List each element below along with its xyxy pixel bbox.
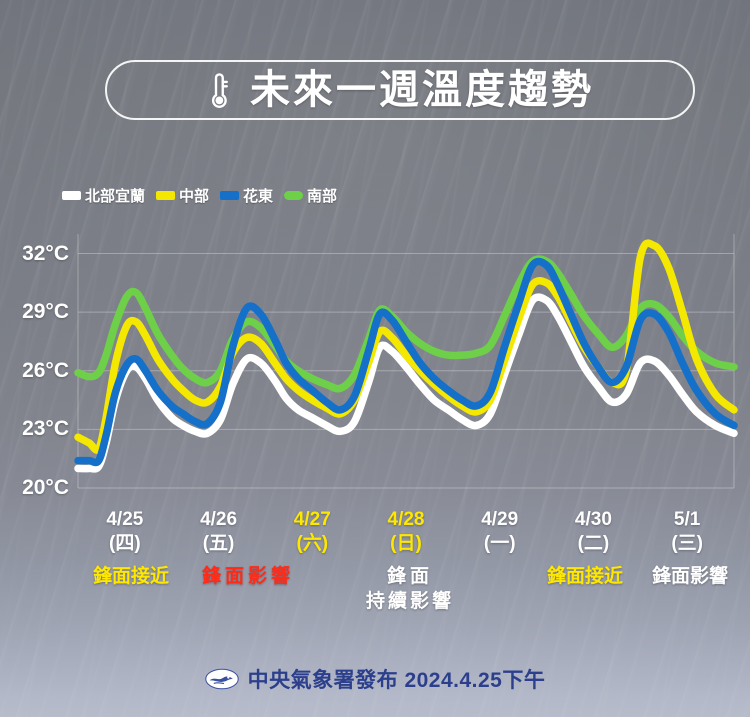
legend-item-south: 南部 — [284, 185, 337, 206]
legend-label: 南部 — [307, 187, 338, 205]
legend-label: 中部 — [179, 187, 210, 205]
legend-label: 北部宜蘭 — [85, 187, 146, 205]
footer-text: 中央氣象署發布 2024.4.25下午 — [247, 669, 546, 692]
legend-item-central: 中部 — [156, 185, 209, 206]
thermometer-icon — [211, 73, 228, 108]
title-pill: 未來一週溫度趨勢 — [105, 60, 695, 120]
legend-swatch-icon — [284, 190, 304, 200]
legend-label: 花東 — [243, 187, 274, 205]
legend-swatch-icon — [156, 190, 176, 200]
legend-item-north: 北部宜蘭 — [62, 185, 145, 206]
legend-swatch-icon — [220, 190, 240, 200]
page-title: 未來一週溫度趨勢 — [250, 68, 594, 112]
legend-item-east: 花東 — [220, 185, 273, 206]
cwa-logo-icon — [204, 668, 239, 690]
legend-swatch-icon — [62, 190, 81, 200]
chart-legend: 北部宜蘭 中部 花東 南部 — [62, 185, 337, 205]
footer: 中央氣象署發布 2024.4.25下午 — [0, 664, 750, 694]
